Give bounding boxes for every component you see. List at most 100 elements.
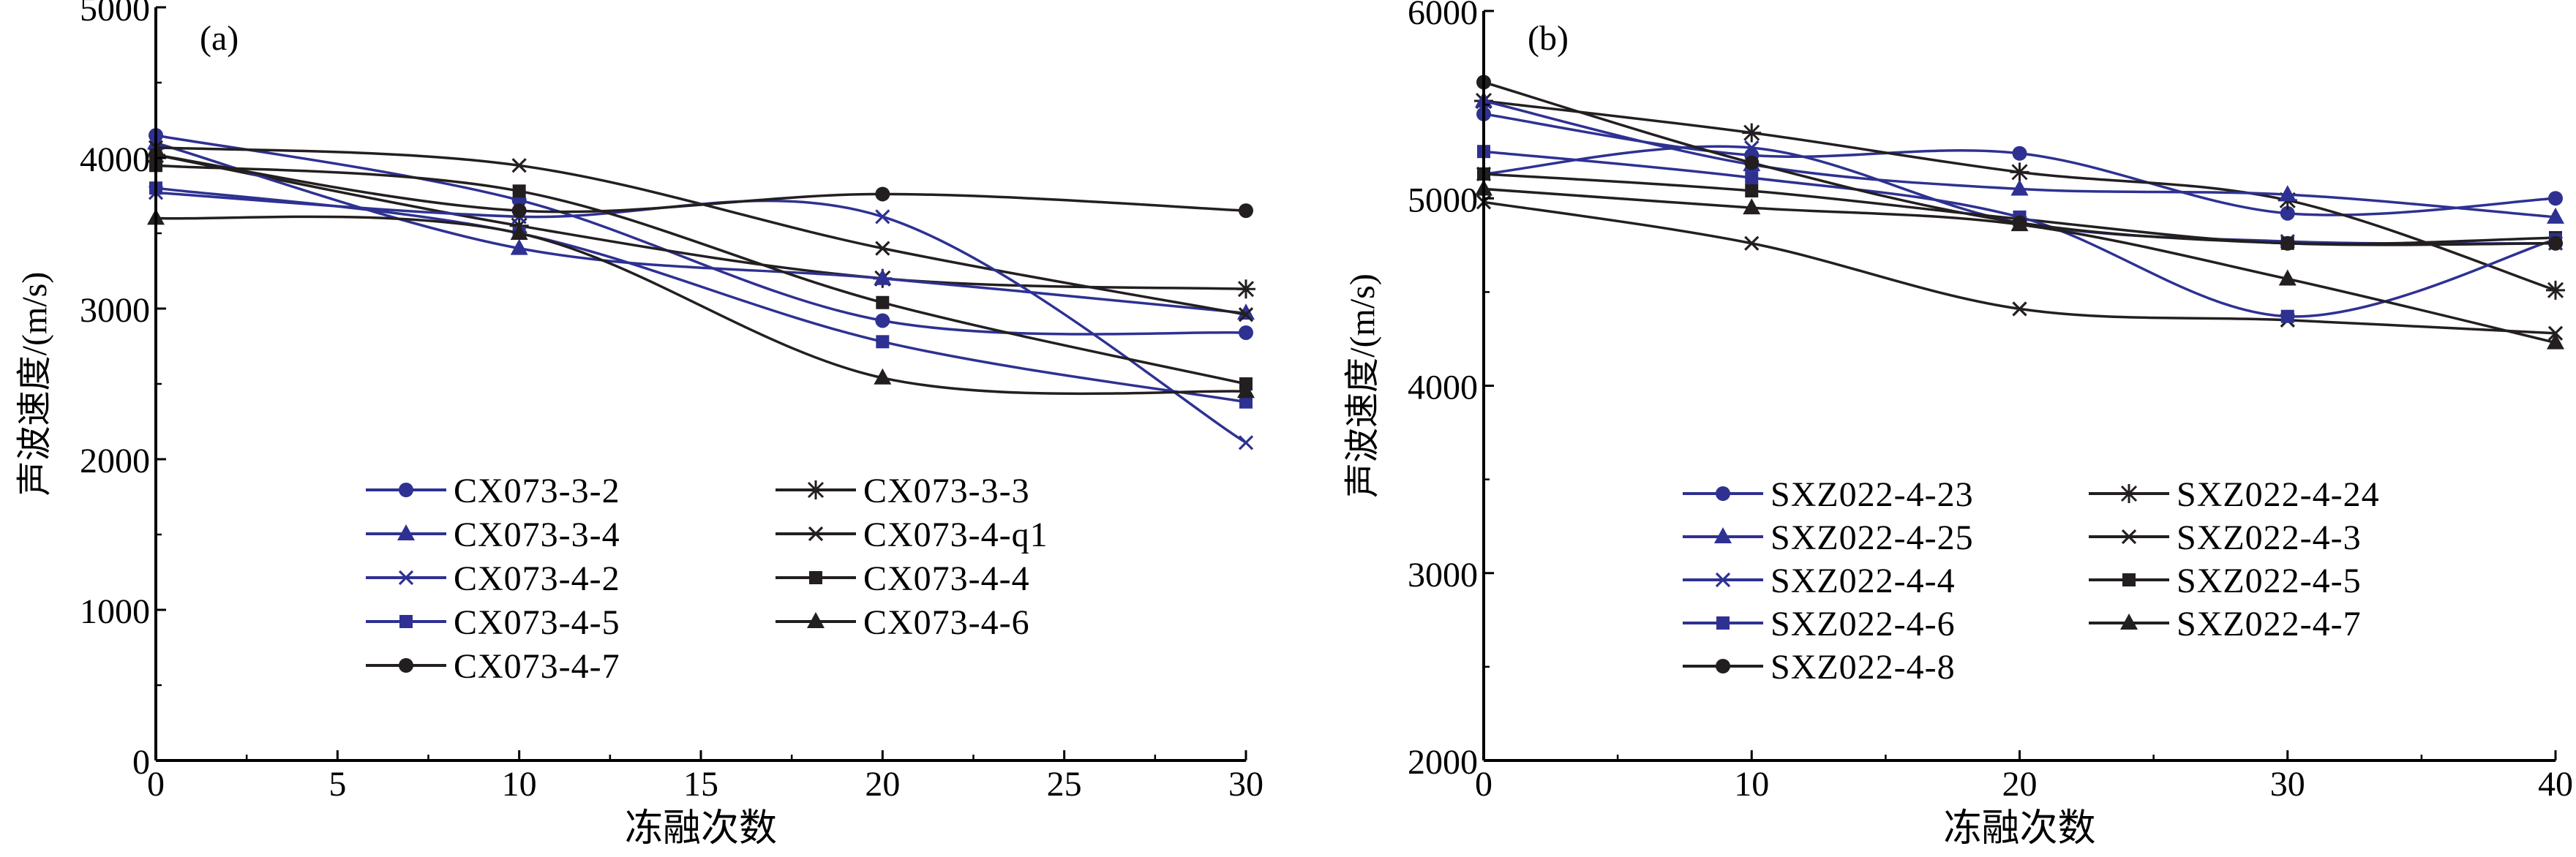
panel-b-series bbox=[1474, 75, 2565, 350]
legend-item-sxz022-4-23: SXZ022-4-23 bbox=[1683, 475, 1974, 514]
legend-swatch-marker bbox=[2119, 484, 2138, 503]
legend-item-sxz022-4-3: SXZ022-4-3 bbox=[2089, 518, 2362, 557]
data-point-sxz022-4-6 bbox=[2280, 309, 2294, 323]
data-point-sxz022-4-23 bbox=[2012, 146, 2027, 161]
data-point-sxz022-4-5 bbox=[1745, 184, 1759, 197]
data-point-sxz022-4-3 bbox=[2012, 301, 2027, 317]
data-point-sxz022-4-24 bbox=[2010, 162, 2029, 182]
legend-swatch-marker bbox=[2120, 614, 2138, 630]
legend-swatch-marker bbox=[1716, 616, 1730, 630]
data-point-sxz022-4-23 bbox=[2548, 191, 2563, 206]
legend-item-sxz022-4-7: SXZ022-4-7 bbox=[2089, 605, 2361, 643]
data-point-cx073-3-4 bbox=[510, 238, 528, 255]
panel-a-series bbox=[146, 128, 1255, 450]
legend-item-sxz022-4-25: SXZ022-4-25 bbox=[1683, 518, 1973, 557]
data-point-cx073-4-q1 bbox=[1238, 307, 1254, 322]
panel-a-x-axis-title: 冻融次数 bbox=[625, 808, 777, 850]
legend-label: SXZ022-4-5 bbox=[2177, 562, 2362, 600]
data-point-sxz022-4-7 bbox=[2278, 269, 2297, 286]
series-cx073-4-2 bbox=[148, 185, 1254, 450]
data-point-sxz022-4-7 bbox=[1743, 198, 1761, 215]
data-point-cx073-3-2 bbox=[1239, 325, 1253, 340]
series-cx073-4-6 bbox=[147, 208, 1255, 399]
legend-label: CX073-4-2 bbox=[454, 559, 620, 598]
data-point-cx073-4-2 bbox=[1238, 435, 1254, 450]
data-point-sxz022-4-3 bbox=[1744, 235, 1760, 251]
panel-b: 2000 3000 4000 5000 6000 0 10 20 30 40 SXZ022-4-2… bbox=[1343, 0, 2573, 850]
legend-item-cx073-4-q1: CX073-4-q1 bbox=[776, 516, 1048, 554]
data-point-sxz022-4-4 bbox=[1744, 140, 1760, 156]
data-point-cx073-4-2 bbox=[875, 209, 890, 224]
data-point-sxz022-4-25 bbox=[2010, 179, 2029, 196]
legend-label: SXZ022-4-3 bbox=[2177, 518, 2362, 557]
panel-a-x-tick-label: 0 bbox=[147, 765, 165, 804]
legend-item-cx073-4-5: CX073-4-5 bbox=[366, 603, 620, 642]
panel-a-label: (a) bbox=[200, 19, 239, 58]
panel-b-x-tick-label: 10 bbox=[1734, 765, 1769, 804]
panel-b-y-tick-label: 5000 bbox=[1408, 181, 1478, 219]
legend-item-cx073-4-7: CX073-4-7 bbox=[366, 647, 620, 686]
legend-label: CX073-4-q1 bbox=[863, 516, 1048, 554]
data-point-sxz022-4-7 bbox=[2547, 333, 2564, 350]
series-line-cx073-3-2 bbox=[155, 134, 1247, 336]
panel-a-y-axis-title: 声波速度/(m/s) bbox=[15, 272, 54, 497]
legend-item-cx073-4-4: CX073-4-4 bbox=[776, 559, 1030, 598]
data-point-sxz022-4-23 bbox=[2280, 205, 2295, 221]
panel-b-y-tick-label: 2000 bbox=[1408, 743, 1478, 782]
data-point-sxz022-4-6 bbox=[1745, 171, 1759, 185]
legend-swatch-marker bbox=[399, 658, 413, 673]
data-point-cx073-4-5 bbox=[1239, 395, 1253, 409]
legend-item-cx073-3-3: CX073-3-3 bbox=[776, 472, 1030, 510]
legend-label: CX073-3-3 bbox=[863, 472, 1030, 510]
panel-b-axes: 2000 3000 4000 5000 6000 0 10 20 30 40 bbox=[1408, 0, 2573, 804]
panel-a-x-tick-label: 15 bbox=[683, 765, 718, 804]
legend-item-cx073-4-6: CX073-4-6 bbox=[776, 603, 1029, 642]
legend-label: CX073-4-4 bbox=[863, 559, 1030, 598]
legend-swatch-marker bbox=[1715, 572, 1731, 588]
panel-b-x-axis-title: 冻融次数 bbox=[1943, 808, 2095, 850]
data-point-cx073-4-q1 bbox=[511, 158, 527, 173]
legend-swatch-marker bbox=[2122, 573, 2136, 586]
legend-label: SXZ022-4-8 bbox=[1770, 648, 1956, 687]
legend-item-sxz022-4-5: SXZ022-4-5 bbox=[2089, 562, 2362, 600]
series-cx073-4-7 bbox=[149, 147, 1253, 219]
series-line-cx073-4-4 bbox=[155, 164, 1247, 385]
series-line-cx073-4-5 bbox=[155, 186, 1247, 404]
panel-a-x-tick-label: 10 bbox=[502, 765, 537, 804]
series-line-cx073-4-6 bbox=[155, 215, 1247, 396]
series-cx073-3-4 bbox=[147, 133, 1255, 320]
panel-a-y-tick-label: 1000 bbox=[80, 592, 150, 631]
legend-item-cx073-4-2: CX073-4-2 bbox=[366, 559, 620, 598]
data-point-cx073-4-7 bbox=[1239, 203, 1253, 219]
legend-swatch-marker bbox=[809, 571, 822, 584]
series-cx073-4-q1 bbox=[148, 140, 1254, 322]
legend-label: CX073-3-2 bbox=[454, 472, 620, 510]
legend-swatch-marker bbox=[2121, 529, 2137, 545]
panel-b-x-tick-label: 20 bbox=[2002, 765, 2038, 804]
data-point-cx073-4-4 bbox=[876, 295, 890, 309]
data-point-sxz022-4-8 bbox=[2548, 235, 2563, 251]
legend-label: SXZ022-4-23 bbox=[1770, 475, 1974, 514]
panel-a-x-tick-label: 5 bbox=[328, 765, 346, 804]
panel-b-label: (b) bbox=[1528, 19, 1569, 58]
panel-a-x-tick-label: 25 bbox=[1047, 765, 1082, 804]
panel-b-legend: SXZ022-4-23 SXZ022-4-24 SXZ022-4-25 SXZ022-… bbox=[1683, 475, 2379, 687]
legend-item-cx073-3-4: CX073-3-4 bbox=[366, 516, 620, 554]
data-point-cx073-4-6 bbox=[1237, 382, 1255, 399]
legend-item-sxz022-4-24: SXZ022-4-24 bbox=[2089, 475, 2379, 514]
legend-swatch-marker bbox=[808, 526, 824, 542]
legend-item-cx073-3-2: CX073-3-2 bbox=[366, 472, 620, 510]
panel-a: 0 1000 2000 3000 4000 5000 0 5 10 15 20 25 30 CX073-… bbox=[15, 0, 1263, 850]
data-point-cx073-4-7 bbox=[875, 186, 890, 202]
panel-a-y-tick-label: 2000 bbox=[80, 442, 150, 480]
data-point-cx073-4-7 bbox=[511, 203, 527, 219]
data-point-sxz022-4-25 bbox=[2278, 185, 2297, 202]
legend-swatch-marker bbox=[1714, 527, 1732, 543]
series-line-cx073-4-2 bbox=[155, 191, 1247, 444]
legend-swatch-marker bbox=[399, 615, 413, 628]
panel-b-y-axis-title: 声波速度/(m/s) bbox=[1343, 273, 1382, 498]
panel-a-axes: 0 1000 2000 3000 4000 5000 0 5 10 15 20 25 30 bbox=[80, 0, 1263, 804]
data-point-sxz022-4-8 bbox=[2280, 235, 2295, 251]
legend-swatch-marker bbox=[1716, 486, 1730, 501]
